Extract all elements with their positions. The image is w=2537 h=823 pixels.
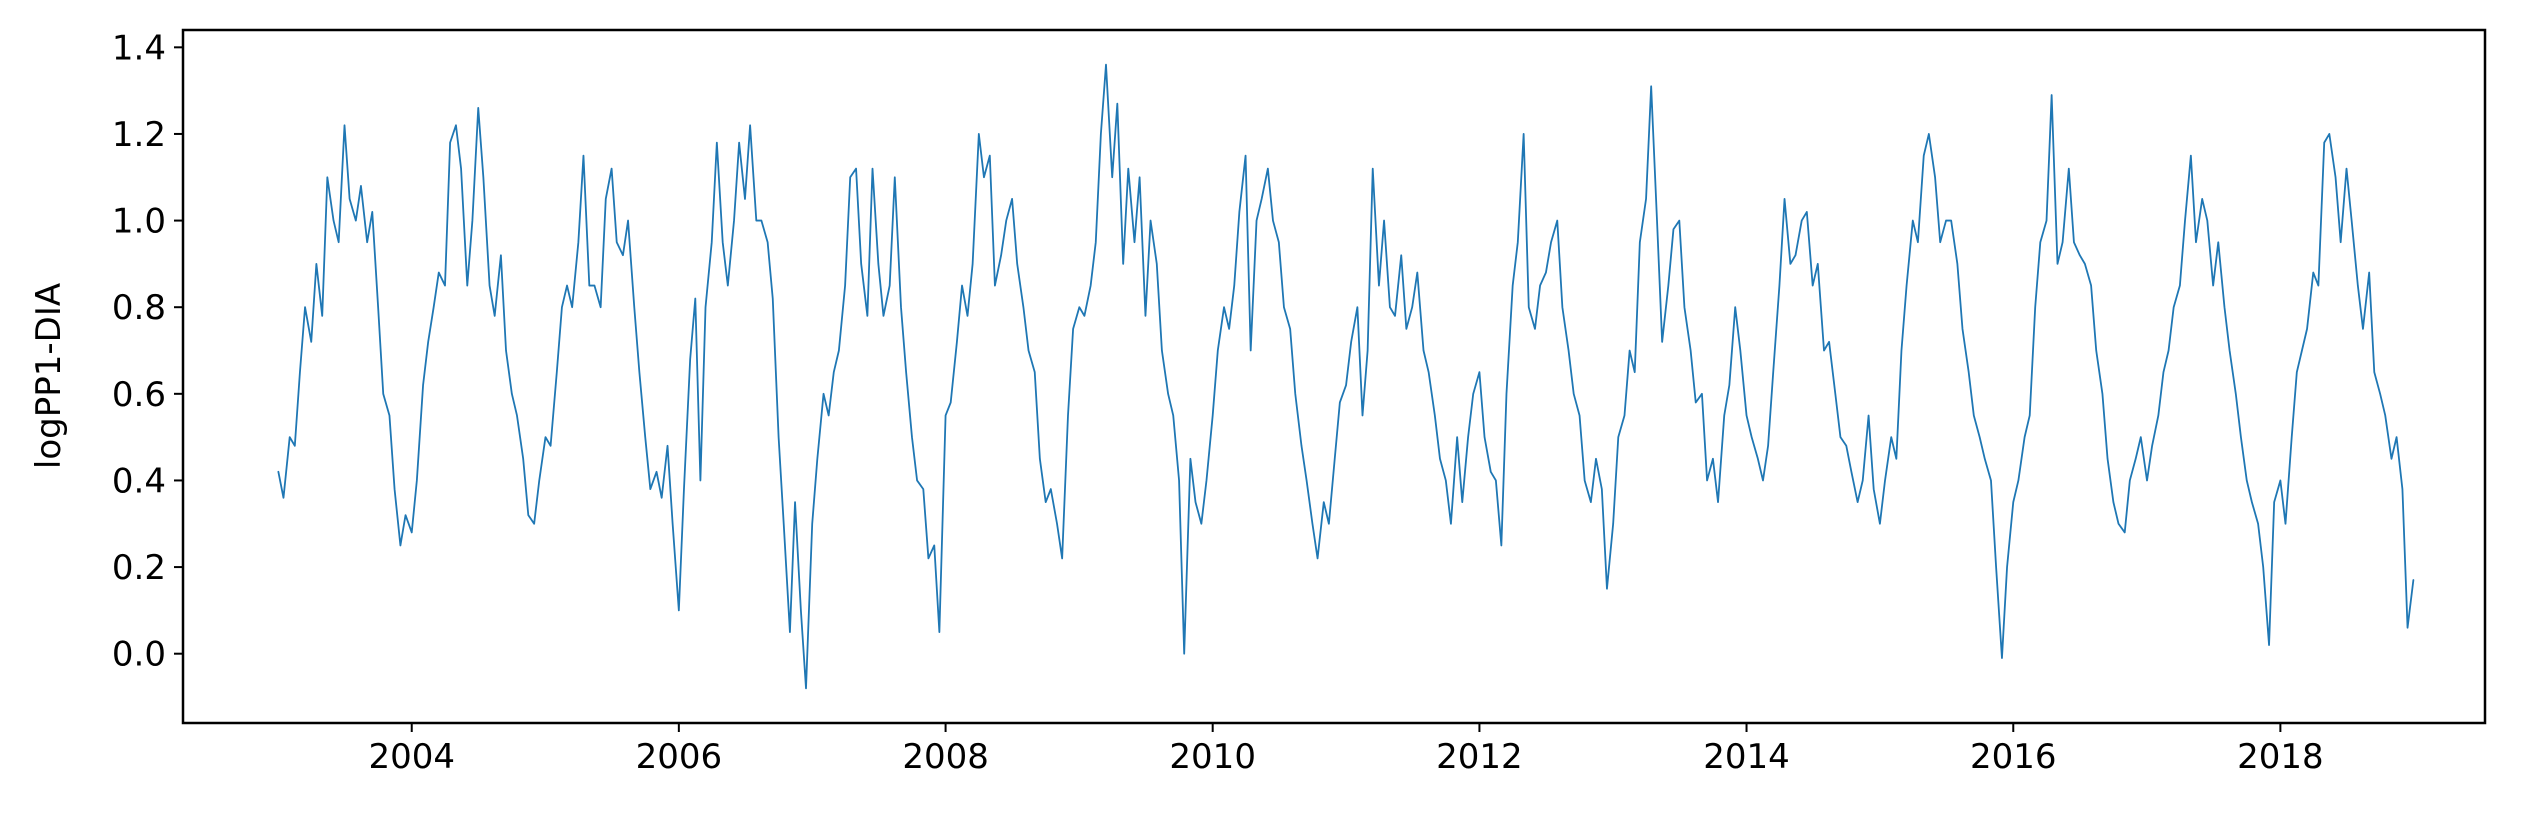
plot-frame: [181, 28, 2487, 725]
x-tick-label: 2010: [1169, 737, 1256, 777]
x-tick-label: 2012: [1436, 737, 1523, 777]
y-tick-label: 0.6: [112, 375, 166, 415]
x-tick-label: 2018: [2237, 737, 2324, 777]
y-tick-label: 0.8: [112, 288, 166, 328]
x-axis: 2004 2006 2008 2010 2012 2014 2016 2018: [368, 723, 2324, 777]
y-tick-label: 1.4: [112, 28, 166, 68]
y-axis-label: logPP1-DIA: [29, 283, 69, 469]
y-tick-label: 1.2: [112, 115, 166, 155]
y-tick-label: 0.2: [112, 548, 166, 588]
x-tick-label: 2006: [636, 737, 723, 777]
x-tick-label: 2004: [368, 737, 455, 777]
y-tick-label: 0.4: [112, 461, 166, 501]
plot-area: [181, 28, 2487, 725]
series-line: [277, 63, 2415, 690]
y-tick-label: 0.0: [112, 635, 166, 675]
y-axis: 0.0 0.2 0.4 0.6 0.8 1.0 1.2 1.4: [112, 28, 183, 675]
x-tick-label: 2008: [902, 737, 989, 777]
x-tick-label: 2014: [1703, 737, 1790, 777]
y-tick-label: 1.0: [112, 202, 166, 242]
x-tick-label: 2016: [1970, 737, 2057, 777]
